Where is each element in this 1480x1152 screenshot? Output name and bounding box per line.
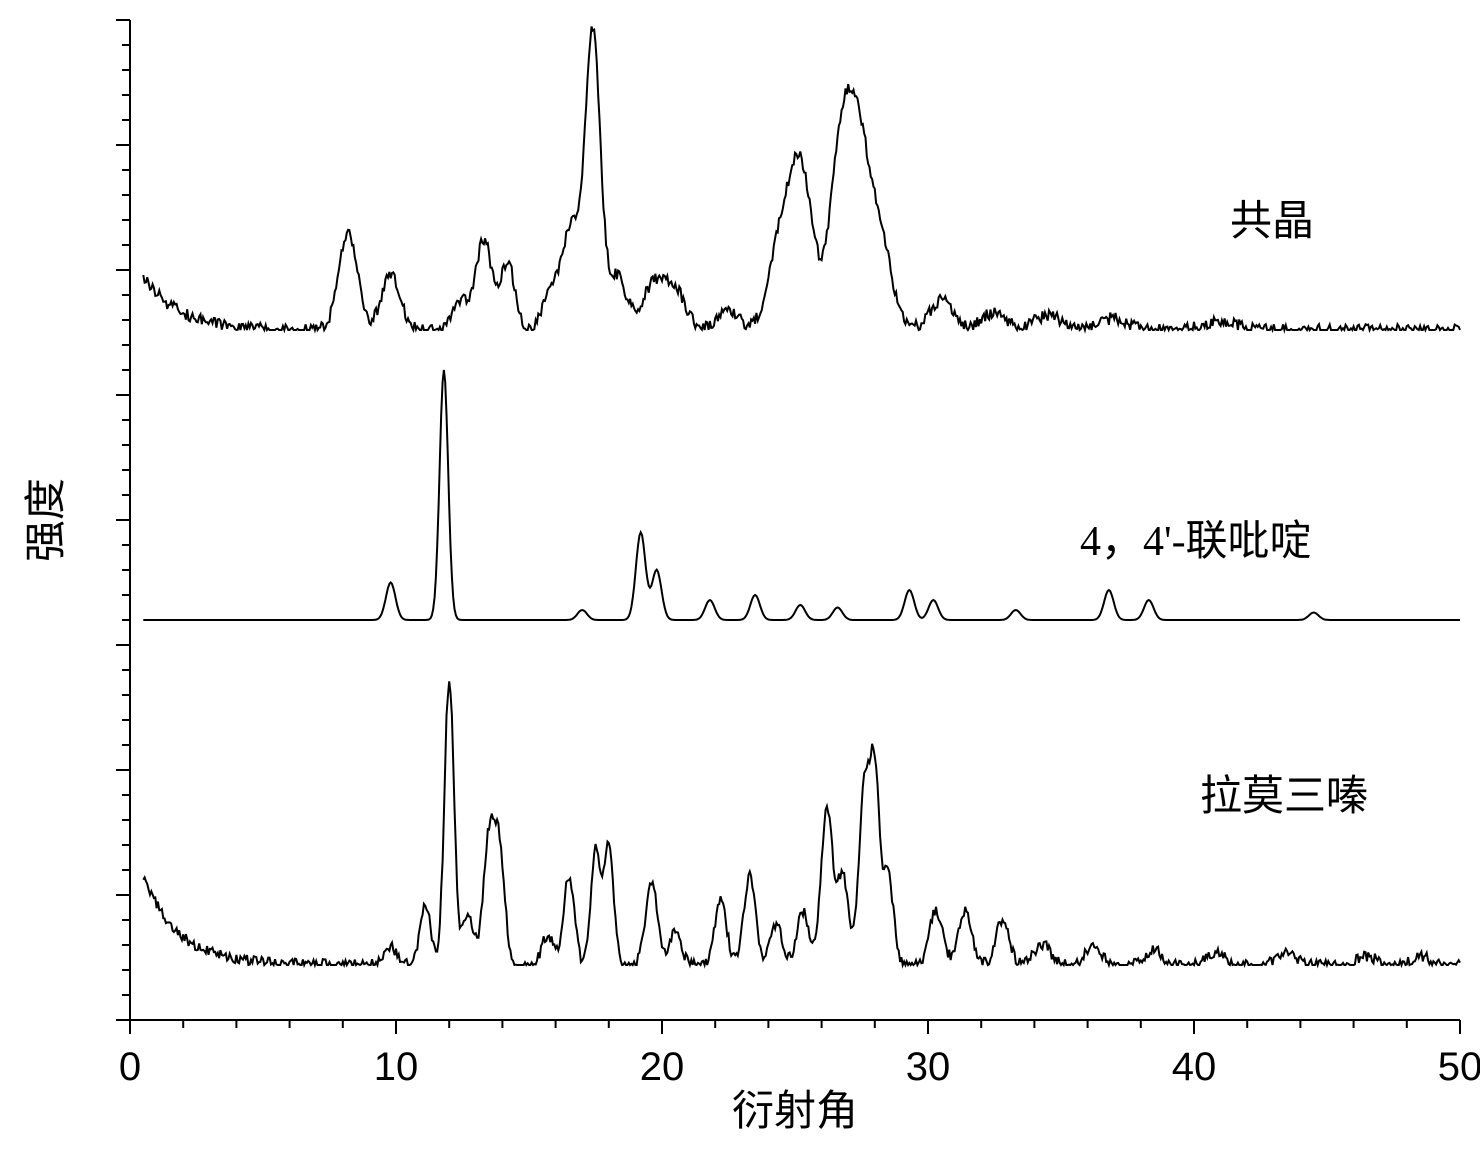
trace-label-bipyridine: 4，4'-联吡啶 (1080, 519, 1312, 565)
trace-cocrystal (143, 27, 1460, 331)
trace-label-lamotrigine: 拉莫三嗪 (1200, 773, 1368, 820)
x-axis-label: 衍射角 (732, 1089, 858, 1135)
x-tick-label: 30 (906, 1045, 951, 1089)
trace-label-cocrystal: 共晶 (1230, 199, 1314, 245)
xrd-chart: 0 10 20 30 40 50 衍射角 强度 共晶 4，4'-联吡啶拉莫三嗪 (0, 0, 1480, 1152)
chart-svg: 0 10 20 30 40 50 衍射角 强度 共晶 4，4'-联吡啶拉莫三嗪 (0, 0, 1480, 1152)
x-tick-label: 10 (374, 1045, 419, 1089)
x-tick-label: 50 (1438, 1045, 1480, 1089)
y-axis-label: 强度 (24, 478, 70, 562)
x-tick-label: 20 (640, 1045, 685, 1089)
x-tick-label: 40 (1172, 1045, 1217, 1089)
trace-lamotrigine (143, 681, 1460, 965)
x-tick-label: 0 (119, 1045, 141, 1089)
trace-bipyridine (143, 370, 1460, 620)
